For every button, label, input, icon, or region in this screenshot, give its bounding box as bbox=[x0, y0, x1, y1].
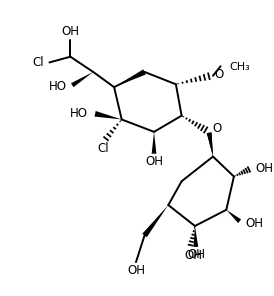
Text: OH: OH bbox=[127, 264, 145, 277]
Text: OH: OH bbox=[61, 25, 79, 38]
Text: OH: OH bbox=[184, 249, 202, 262]
Polygon shape bbox=[207, 132, 213, 157]
Polygon shape bbox=[193, 226, 198, 247]
Polygon shape bbox=[71, 72, 93, 87]
Polygon shape bbox=[142, 205, 168, 237]
Text: CH₃: CH₃ bbox=[229, 62, 250, 72]
Polygon shape bbox=[152, 132, 156, 154]
Text: O: O bbox=[212, 123, 221, 136]
Text: OH: OH bbox=[256, 163, 274, 176]
Text: Cl: Cl bbox=[97, 142, 109, 155]
Polygon shape bbox=[226, 210, 241, 223]
Polygon shape bbox=[207, 132, 213, 157]
Text: HO: HO bbox=[48, 80, 67, 93]
Text: OH: OH bbox=[145, 155, 163, 168]
Text: OH: OH bbox=[187, 248, 205, 261]
Text: O: O bbox=[214, 68, 223, 81]
Text: Cl: Cl bbox=[32, 56, 44, 69]
Polygon shape bbox=[95, 111, 122, 120]
Text: HO: HO bbox=[70, 107, 87, 120]
Text: OH: OH bbox=[245, 217, 263, 230]
Polygon shape bbox=[114, 69, 146, 87]
